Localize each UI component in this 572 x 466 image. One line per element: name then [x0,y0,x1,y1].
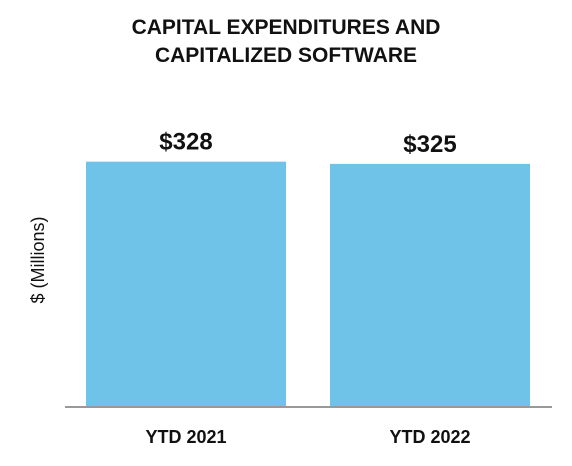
y-axis-label: $ (Millions) [28,216,48,303]
data-label-ytd-2021: $328 [159,129,212,156]
chart-title: CAPITAL EXPENDITURES AND CAPITALIZED SOF… [0,14,572,70]
bar-ytd-2022 [330,163,530,406]
chart-title-line-1: CAPITAL EXPENDITURES AND [131,16,441,39]
data-label-ytd-2022: $325 [403,131,456,158]
x-tick-label-ytd-2021: YTD 2021 [145,427,226,447]
labels-layer: $328 YTD 2021 $325 YTD 2022 [145,129,470,447]
x-tick-label-ytd-2022: YTD 2022 [389,427,470,447]
bar-ytd-2021 [86,161,286,406]
chart-title-line-2: CAPITALIZED SOFTWARE [154,44,418,67]
bars-layer [86,161,530,406]
